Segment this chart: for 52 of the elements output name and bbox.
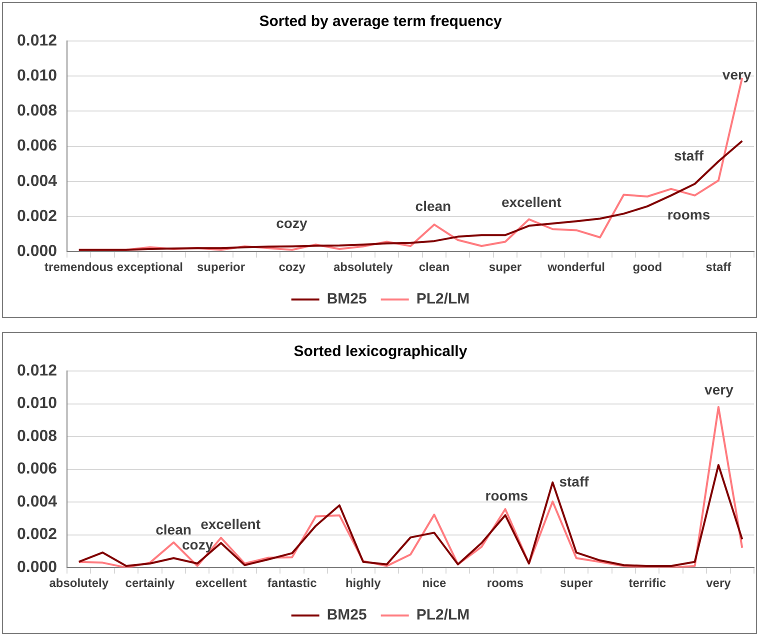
y-tick-label: 0.010 bbox=[16, 68, 58, 85]
annotation: excellent bbox=[501, 194, 562, 210]
x-tick-label: absolutely bbox=[333, 260, 394, 274]
x-tick-label: clean bbox=[418, 260, 450, 274]
x-tick-label: highly bbox=[345, 576, 382, 590]
annotation: very bbox=[704, 382, 734, 398]
x-tick-label: absolutely bbox=[49, 576, 109, 590]
annotation: cozy bbox=[276, 214, 308, 231]
x-tick-label: super bbox=[560, 576, 593, 590]
annotation: cozy bbox=[182, 536, 214, 553]
x-tick-label: fantastic bbox=[267, 576, 318, 590]
x-tick-label: rooms bbox=[486, 576, 524, 590]
legend-label: BM25 bbox=[326, 606, 367, 624]
x-tick-label: tremendous bbox=[44, 260, 114, 274]
x-tick-label: staff bbox=[706, 260, 732, 274]
x-tick-label: good bbox=[632, 260, 662, 274]
y-tick-label: 0.012 bbox=[16, 32, 58, 50]
x-tick-label: superior bbox=[197, 260, 246, 274]
y-tick-label: 0.006 bbox=[16, 460, 58, 478]
y-tick-label: 0.002 bbox=[16, 526, 58, 544]
annotation: staff bbox=[559, 473, 590, 490]
y-tick-label: 0.004 bbox=[16, 493, 58, 510]
chart-title: Sorted by average term frequency bbox=[259, 13, 502, 30]
y-tick-label: 0.008 bbox=[16, 102, 58, 120]
x-tick-label: certainly bbox=[125, 576, 175, 590]
annotation: very bbox=[722, 66, 752, 82]
annotation: clean bbox=[156, 522, 192, 538]
x-tick-label: nice bbox=[422, 576, 447, 590]
y-tick-label: 0.010 bbox=[16, 395, 58, 412]
legend-label: PL2/LM bbox=[416, 606, 470, 624]
chart-title: Sorted lexicographically bbox=[294, 343, 468, 360]
x-tick-label: cozy bbox=[278, 260, 306, 274]
y-tick-label: 0.000 bbox=[16, 559, 58, 576]
y-tick-label: 0.004 bbox=[16, 172, 58, 190]
annotation: excellent bbox=[200, 516, 261, 532]
x-tick-label: super bbox=[488, 260, 522, 274]
annotation: rooms bbox=[485, 488, 528, 504]
x-tick-label: very bbox=[706, 576, 732, 590]
legend-label: PL2/LM bbox=[416, 290, 470, 308]
y-tick-label: 0.000 bbox=[16, 243, 58, 260]
annotation: clean bbox=[415, 198, 452, 214]
y-tick-label: 0.006 bbox=[16, 138, 58, 155]
y-tick-label: 0.012 bbox=[16, 362, 58, 380]
x-tick-label: excellent bbox=[195, 576, 247, 590]
annotation: rooms bbox=[667, 206, 710, 223]
y-tick-label: 0.008 bbox=[16, 428, 58, 445]
x-tick-label: terrific bbox=[628, 576, 666, 590]
y-tick-label: 0.002 bbox=[16, 208, 58, 225]
legend-label: BM25 bbox=[326, 290, 367, 308]
annotation: staff bbox=[674, 148, 704, 164]
x-tick-label: exceptional bbox=[116, 260, 183, 274]
x-tick-label: wonderful bbox=[546, 260, 605, 274]
